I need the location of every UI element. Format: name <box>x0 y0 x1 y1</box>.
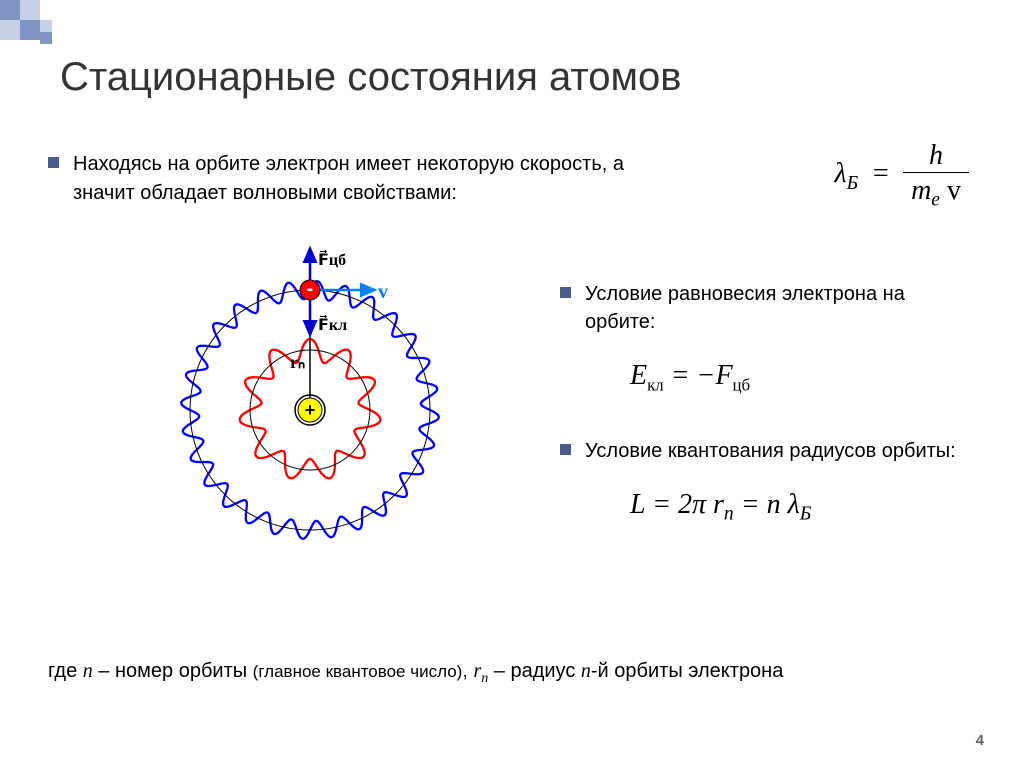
corner-decoration <box>0 0 80 50</box>
footnote: где n – номер орбиты (главное квантовое … <box>48 660 978 687</box>
svg-text:-: - <box>307 278 314 300</box>
intro-block: Находясь на орбите электрон имеет некото… <box>48 150 648 228</box>
lambda-sub: Б <box>847 173 859 194</box>
fn-a3: – радиус <box>488 660 581 682</box>
eq2: = <box>734 489 767 520</box>
bullet-icon <box>560 287 571 298</box>
equals: = <box>871 158 890 189</box>
pi-symbol: π <box>692 489 713 520</box>
e-symbol: E <box>630 360 647 391</box>
lam-symbol: λ <box>788 489 800 520</box>
f-symbol: F <box>715 360 732 391</box>
l-symbol: L <box>630 489 645 520</box>
quantization-formula: L = 2π rn = n λБ <box>630 485 980 528</box>
page-title: Стационарные состояния атомов <box>60 55 681 100</box>
fn-n2: n <box>581 660 591 682</box>
fn-a4: -й орбиты электрона <box>591 660 783 682</box>
fn-a1: – номер орбиты <box>93 660 253 682</box>
fn-a2: , <box>462 660 473 682</box>
atom-diagram: rₙ v F⃗цб F⃗кл + - <box>140 240 480 580</box>
f-sub: цб <box>733 376 751 395</box>
e-sub: кл <box>647 376 664 395</box>
fn-pre: где <box>48 660 83 682</box>
lambda-symbol: λ <box>834 158 846 189</box>
page-number: 4 <box>976 732 984 749</box>
mass-sub: e <box>931 190 940 211</box>
numerator: h <box>903 140 969 173</box>
eq-2pi: = 2 <box>645 489 692 520</box>
conditions-column: Условие равновесия электрона на орбите: … <box>560 280 980 568</box>
bullet-icon <box>560 444 571 455</box>
fn-paren: (главное квантовое число) <box>253 662 463 681</box>
velocity-symbol: v <box>940 175 961 206</box>
de-broglie-formula: λБ = h me v <box>834 140 969 212</box>
svg-text:F⃗цб: F⃗цб <box>318 249 346 269</box>
mass-symbol: m <box>911 175 931 206</box>
eq-neg: = − <box>664 360 716 391</box>
svg-text:v: v <box>378 281 388 303</box>
svg-text:F⃗кл: F⃗кл <box>318 314 347 334</box>
intro-text: Находясь на орбите электрон имеет некото… <box>73 150 648 208</box>
svg-text:+: + <box>305 400 316 420</box>
quantization-text: Условие квантования радиусов орбиты: <box>585 437 956 465</box>
bullet-icon <box>48 157 59 168</box>
n-symbol: n <box>767 489 788 520</box>
equilibrium-text: Условие равновесия электрона на орбите: <box>585 280 980 336</box>
fn-n: n <box>83 660 93 682</box>
lam-sub: Б <box>800 504 812 525</box>
r-symbol: r <box>713 489 724 520</box>
denominator: me v <box>903 173 969 212</box>
svg-text:rₙ: rₙ <box>290 352 305 372</box>
r-sub: n <box>724 504 734 525</box>
equilibrium-formula: Eкл = −Fцб <box>630 356 980 397</box>
